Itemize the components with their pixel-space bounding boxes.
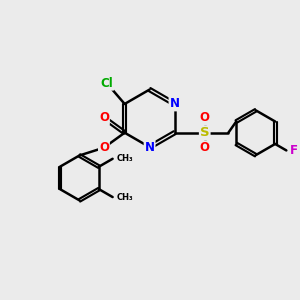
Text: CH₃: CH₃ xyxy=(117,154,134,163)
Text: N: N xyxy=(169,98,179,110)
Text: O: O xyxy=(200,141,210,154)
Text: N: N xyxy=(145,141,154,154)
Text: Cl: Cl xyxy=(100,77,113,90)
Text: S: S xyxy=(200,126,210,139)
Text: CH₃: CH₃ xyxy=(117,193,134,202)
Text: O: O xyxy=(99,141,109,154)
Text: O: O xyxy=(200,111,210,124)
Text: O: O xyxy=(99,111,109,124)
Text: F: F xyxy=(290,144,298,157)
